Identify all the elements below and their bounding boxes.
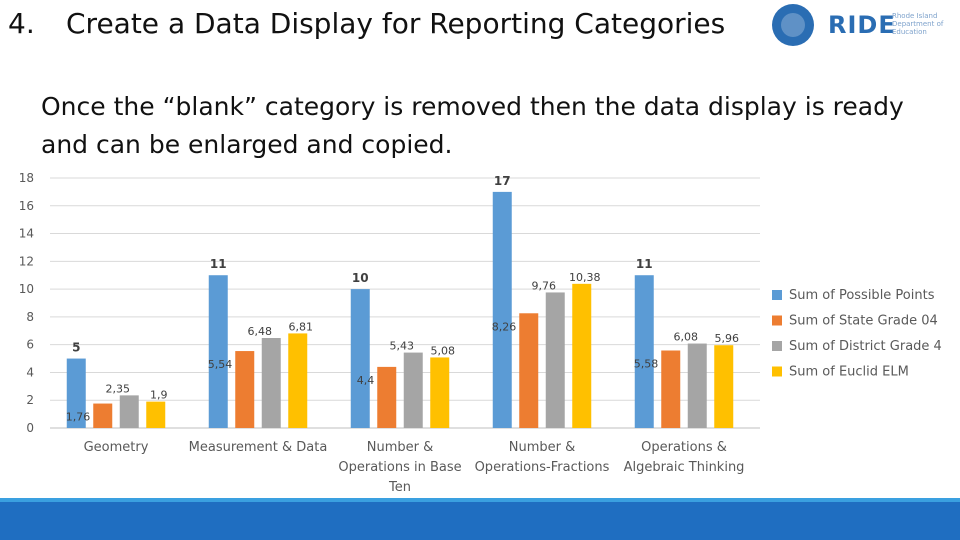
y-tick-label: 14 — [19, 227, 34, 241]
bar — [519, 313, 539, 428]
category-label: Operations-Fractions — [475, 460, 610, 475]
bar — [119, 395, 139, 428]
category-label: Number & — [367, 440, 434, 455]
category-label: Number & — [509, 440, 576, 455]
data-label: 9,76 — [532, 279, 557, 292]
logo-name: RIDE — [828, 11, 896, 39]
bar — [235, 351, 255, 428]
rhode-island-map-icon — [772, 4, 814, 46]
data-label: 1,76 — [66, 411, 91, 424]
data-label: 8,26 — [492, 320, 517, 333]
legend-entry: Sum of District Grade 4 — [789, 339, 942, 354]
category-label: Ten — [388, 480, 411, 495]
legend-entry: Sum of Euclid ELM — [789, 365, 909, 380]
bar — [492, 191, 512, 428]
y-tick-label: 16 — [19, 199, 34, 213]
bar-chart: 0 2 4 6 8 10 12 14 16 18 5 11 10 17 11 1,76 5,54 4,4 8,26 5… — [19, 171, 942, 495]
y-tick-label: 0 — [26, 421, 34, 435]
bar — [261, 338, 281, 428]
data-label: 6,81 — [289, 320, 314, 333]
data-label: 2,35 — [106, 382, 131, 395]
y-tick-label: 2 — [26, 393, 34, 407]
category-label: Algebraic Thinking — [624, 460, 745, 475]
bar — [208, 275, 228, 428]
legend-swatch — [772, 366, 782, 377]
legend-entry: Sum of State Grade 04 — [789, 314, 938, 329]
legend-swatch — [772, 290, 782, 300]
bar — [661, 350, 681, 428]
legend-swatch — [772, 341, 782, 351]
category-label: Operations & — [641, 440, 727, 455]
category-label: Operations in Base — [338, 460, 461, 475]
data-label: 5,58 — [634, 358, 659, 371]
bar — [545, 292, 565, 428]
y-tick-label: 4 — [26, 365, 34, 379]
category-label: Geometry — [84, 440, 149, 455]
data-label: 4,4 — [357, 374, 375, 387]
bar — [93, 403, 113, 428]
data-label: 10 — [352, 271, 369, 285]
data-label: 10,38 — [569, 271, 601, 284]
slide-title-text: Create a Data Display for Reporting Cate… — [66, 7, 726, 40]
bar — [572, 283, 592, 428]
bar — [430, 357, 450, 428]
bar — [634, 275, 654, 428]
data-label: 5,43 — [390, 340, 415, 353]
y-tick-label: 12 — [19, 254, 34, 268]
bar — [714, 345, 734, 428]
data-label: 5,96 — [715, 332, 740, 345]
bar — [687, 343, 707, 428]
y-tick-label: 10 — [19, 282, 34, 296]
slide-title: 4. Create a Data Display for Reporting Ca… — [8, 7, 725, 40]
category-label: Measurement & Data — [189, 440, 328, 455]
bar — [66, 358, 86, 428]
slide-subtitle: Once the “blank” category is removed the… — [41, 92, 904, 159]
bar — [288, 333, 308, 428]
bar — [377, 366, 397, 428]
footer-bar — [0, 498, 960, 540]
data-label: 11 — [636, 257, 653, 271]
bar — [403, 352, 423, 428]
data-label: 5,08 — [431, 344, 456, 357]
legend-entry: Sum of Possible Points — [789, 288, 935, 303]
legend-swatch — [772, 315, 782, 326]
data-label: 5 — [72, 341, 80, 355]
ride-logo: RIDE Rhode Island Department of Educatio… — [772, 4, 956, 46]
y-tick-label: 8 — [26, 310, 34, 324]
data-label: 1,9 — [150, 389, 168, 402]
bar — [146, 401, 166, 428]
data-label: 6,08 — [674, 331, 699, 344]
logo-subtext: Rhode Island Department of Education — [892, 12, 944, 36]
bar — [350, 289, 370, 428]
data-label: 5,54 — [208, 358, 233, 371]
slide-number: 4. — [8, 7, 35, 40]
data-label: 17 — [494, 174, 511, 188]
data-label: 6,48 — [248, 325, 273, 338]
data-label: 11 — [210, 257, 227, 271]
y-tick-label: 6 — [26, 338, 34, 352]
y-tick-label: 18 — [19, 171, 34, 185]
